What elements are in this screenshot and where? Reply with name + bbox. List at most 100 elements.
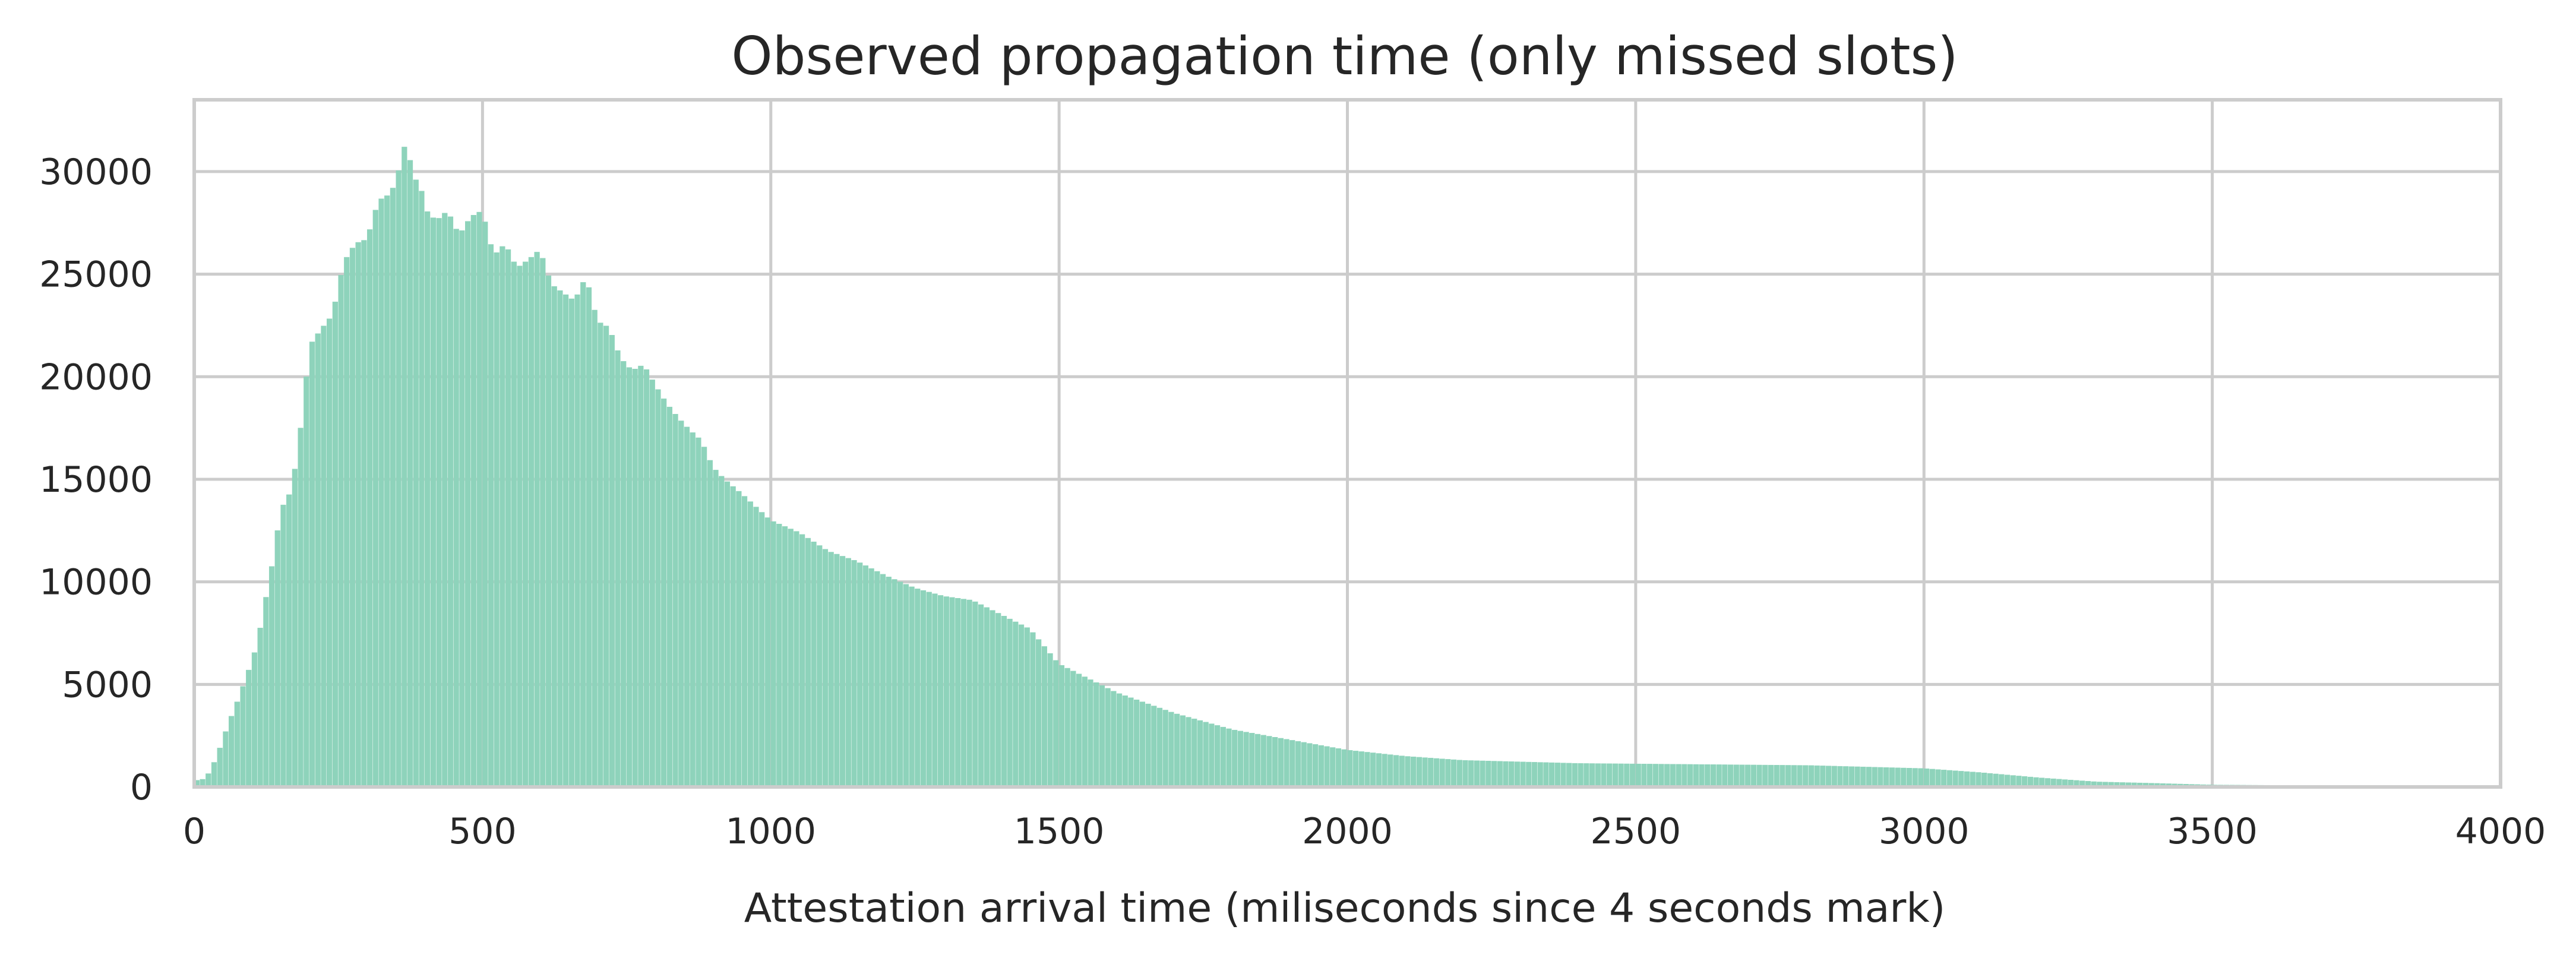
- histogram-bar: [764, 517, 770, 788]
- histogram-bar: [228, 716, 235, 788]
- histogram-bar: [568, 298, 574, 788]
- histogram-bar: [1462, 760, 1468, 788]
- histogram-bar: [632, 369, 638, 788]
- histogram-bar: [1693, 764, 1699, 788]
- histogram-bar: [557, 290, 563, 788]
- histogram-bar: [822, 549, 829, 788]
- histogram-bar: [1289, 740, 1295, 788]
- histogram-bar: [1808, 765, 1815, 788]
- histogram-bar: [621, 361, 627, 788]
- histogram-bar: [897, 581, 903, 788]
- histogram-bar: [690, 432, 696, 788]
- histogram-bar: [782, 526, 788, 788]
- histogram-bar: [1514, 761, 1520, 788]
- histogram-bar: [995, 613, 1001, 788]
- histogram-bar: [1848, 766, 1855, 788]
- histogram-bar: [309, 342, 315, 788]
- histogram-bar: [1739, 764, 1745, 788]
- histogram-bar: [1583, 763, 1589, 788]
- histogram-bar: [1007, 618, 1013, 788]
- histogram-bar: [2004, 774, 2011, 788]
- histogram-bar: [280, 504, 286, 788]
- histogram-bar: [1912, 768, 1918, 788]
- histogram-bar: [1935, 769, 1941, 788]
- histogram-bar: [972, 601, 978, 788]
- x-tick-label: 1500: [1014, 811, 1105, 852]
- histogram-bar: [1134, 699, 1140, 788]
- histogram-bar: [1601, 763, 1607, 788]
- histogram-bar: [1762, 764, 1768, 788]
- histogram-bar: [598, 323, 603, 788]
- histogram-bar: [1272, 736, 1278, 788]
- histogram-bar: [1036, 639, 1042, 788]
- histogram-bar: [776, 523, 782, 788]
- histogram-bar: [1013, 621, 1019, 788]
- histogram-bar: [1901, 767, 1907, 788]
- histogram-bar: [643, 369, 650, 788]
- histogram-bar: [949, 597, 955, 788]
- histogram-bar: [1497, 761, 1503, 788]
- histogram-bar: [990, 610, 995, 788]
- histogram-bar: [747, 501, 753, 788]
- histogram-bar: [1589, 763, 1595, 788]
- x-tick-label: 1000: [725, 811, 816, 852]
- histogram-bar: [1635, 763, 1641, 788]
- histogram-bar: [344, 257, 350, 788]
- histogram-bar: [1993, 773, 1999, 788]
- histogram-bar: [1468, 760, 1474, 788]
- histogram-bar: [926, 592, 932, 788]
- histogram-bar: [361, 240, 367, 788]
- histogram-bar: [251, 652, 258, 788]
- histogram-bar: [603, 325, 609, 788]
- histogram-bar: [257, 628, 263, 788]
- histogram-bar: [1301, 742, 1307, 788]
- histogram-bar: [1411, 756, 1417, 788]
- histogram-bar: [390, 188, 396, 788]
- histogram-bar: [1214, 725, 1221, 788]
- histogram-bar: [223, 731, 229, 788]
- histogram-bar: [1607, 763, 1613, 788]
- histogram-bar: [1578, 763, 1583, 788]
- histogram-bar: [1474, 760, 1480, 788]
- x-tick-label: 2000: [1302, 811, 1393, 852]
- histogram-bar: [1837, 766, 1843, 788]
- histogram-bar: [770, 521, 776, 788]
- x-tick-label: 3500: [2167, 811, 2258, 852]
- histogram-bar: [1681, 764, 1687, 788]
- histogram-bar: [1756, 764, 1762, 788]
- histogram-bar: [1987, 773, 1993, 788]
- histogram-bar: [943, 596, 949, 788]
- histogram-bar: [1139, 701, 1145, 788]
- histogram-bar: [1774, 765, 1780, 788]
- histogram-bar: [626, 367, 633, 788]
- plot-frame: [192, 98, 2502, 789]
- histogram-bar: [1705, 764, 1711, 788]
- histogram-bar: [1445, 759, 1451, 788]
- histogram-bar: [465, 221, 471, 788]
- histogram-bar: [240, 686, 246, 788]
- histogram-bar: [759, 512, 765, 788]
- histogram-bar: [955, 598, 961, 788]
- histogram-bar: [1387, 754, 1393, 788]
- histogram-bar: [1878, 767, 1883, 788]
- histogram-bar: [1335, 748, 1342, 788]
- histogram-bar: [338, 275, 344, 788]
- histogram-bar: [1543, 762, 1549, 788]
- histogram-bar: [851, 560, 857, 788]
- histogram-bar: [1376, 753, 1382, 788]
- y-tick-label: 5000: [62, 664, 153, 706]
- histogram-bar: [805, 538, 811, 788]
- histogram-bar: [984, 607, 990, 788]
- histogram-bar: [1024, 627, 1030, 788]
- histogram-bar: [1750, 764, 1756, 788]
- histogram-bar: [678, 420, 684, 788]
- histogram-bar: [1128, 697, 1134, 788]
- histogram-bar: [839, 556, 846, 788]
- histogram-bar: [666, 406, 672, 788]
- histogram-bar: [1652, 764, 1658, 788]
- histogram-bar: [304, 377, 309, 788]
- histogram-bar: [217, 748, 223, 788]
- histogram-bar: [494, 252, 500, 788]
- histogram-bar: [868, 568, 874, 788]
